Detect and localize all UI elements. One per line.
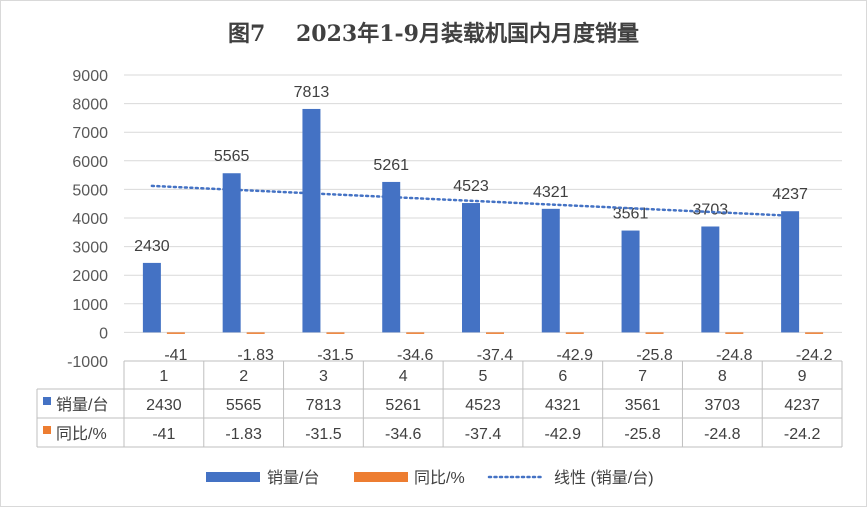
sales-bar: [621, 230, 640, 333]
chart-title: 图7 2023年1-9月装载机国内月度销量: [228, 21, 639, 47]
y-tick-label: -1000: [67, 354, 108, 371]
table-cell-sales: 2430: [146, 397, 182, 414]
y-tick-label: 0: [99, 325, 108, 342]
table-cell-sales: 4321: [545, 397, 581, 414]
sales-bar: [222, 173, 241, 333]
y-tick-label: 9000: [72, 68, 108, 85]
table-cell-sales: 4523: [465, 397, 501, 414]
sales-data-label: 5261: [373, 157, 409, 174]
yoy-data-label: -42.9: [557, 347, 594, 364]
sales-data-label: 4321: [533, 184, 569, 201]
table-cell-sales: 3561: [625, 397, 661, 414]
trendline: [150, 184, 792, 217]
legend-swatch-yoy: [354, 472, 408, 482]
y-tick-label: 4000: [72, 211, 108, 228]
y-tick-label: 1000: [72, 297, 108, 314]
x-tick-label: 2: [239, 368, 248, 385]
x-tick-label: 1: [159, 368, 168, 385]
legend-label-trendline: 线性 (销量/台): [554, 469, 654, 487]
sales-bar: [382, 181, 401, 333]
sales-bar: [701, 226, 720, 333]
table-cell-sales: 5565: [226, 397, 262, 414]
table-cell-yoy: -37.4: [465, 426, 502, 443]
yoy-bar: [645, 332, 664, 334]
x-tick-label: 3: [319, 368, 328, 385]
yoy-data-label: -24.8: [716, 347, 753, 364]
sales-data-label: 3561: [613, 206, 649, 223]
x-tick-label: 6: [558, 368, 567, 385]
yoy-bar: [805, 332, 824, 334]
table-cell-sales: 4237: [784, 397, 820, 414]
sales-bar: [142, 262, 161, 333]
table-cell-yoy: -42.9: [545, 426, 582, 443]
table-cell-yoy: -1.83: [225, 426, 262, 443]
yoy-data-label: -31.5: [317, 347, 354, 364]
yoy-bar: [486, 332, 504, 334]
sales-bar: [462, 203, 480, 333]
table-cell-sales: 7813: [306, 397, 342, 414]
sales-data-label: 2430: [134, 238, 170, 255]
y-tick-label: 8000: [72, 97, 108, 114]
sales-data-label: 4523: [453, 178, 489, 195]
table-cell-yoy: -24.8: [704, 426, 741, 443]
sales-bar: [781, 211, 800, 333]
y-tick-label: 5000: [72, 182, 108, 199]
x-tick-label: 7: [638, 368, 647, 385]
table-row-header-yoy: 同比/%: [56, 425, 107, 443]
table-cell-sales: 3703: [705, 397, 741, 414]
yoy-data-label: -25.8: [636, 347, 673, 364]
yoy-bar: [326, 332, 345, 334]
y-tick-label: 2000: [72, 268, 108, 285]
table-cell-yoy: -34.6: [385, 426, 422, 443]
y-tick-label: 7000: [72, 125, 108, 142]
yoy-data-label: -24.2: [796, 347, 833, 364]
yoy-data-label: -37.4: [477, 347, 514, 364]
x-tick-label: 4: [399, 368, 408, 385]
table-row-key-yoy: [43, 426, 51, 434]
yoy-data-label: -41: [164, 347, 187, 364]
sales-data-label: 3703: [693, 201, 729, 218]
yoy-bar: [565, 332, 584, 334]
legend-label-yoy: 同比/%: [414, 469, 465, 487]
table-row-key-sales: [43, 397, 51, 405]
table-row-header-sales: 销量/台: [56, 396, 108, 414]
yoy-bar: [406, 332, 425, 334]
sales-bar: [302, 108, 321, 333]
legend-label-sales: 销量/台: [267, 469, 319, 487]
legend-swatch-sales: [206, 472, 260, 482]
table-cell-yoy: -25.8: [624, 426, 661, 443]
y-tick-label: 6000: [72, 154, 108, 171]
yoy-bar: [246, 332, 265, 334]
yoy-data-label: -34.6: [397, 347, 434, 364]
table-cell-yoy: -41: [152, 426, 175, 443]
table-cell-yoy: -31.5: [305, 426, 342, 443]
sales-bar: [541, 208, 560, 333]
x-tick-label: 5: [479, 368, 488, 385]
x-tick-label: 9: [798, 368, 807, 385]
sales-data-label: 4237: [772, 186, 808, 203]
yoy-bar: [725, 332, 744, 334]
sales-data-label: 5565: [214, 148, 250, 165]
table-cell-sales: 5261: [385, 397, 421, 414]
yoy-bar: [166, 332, 185, 334]
sales-data-label: 7813: [294, 84, 330, 101]
yoy-data-label: -1.83: [237, 347, 274, 364]
y-tick-label: 3000: [72, 240, 108, 257]
table-cell-yoy: -24.2: [784, 426, 821, 443]
x-tick-label: 8: [718, 368, 727, 385]
